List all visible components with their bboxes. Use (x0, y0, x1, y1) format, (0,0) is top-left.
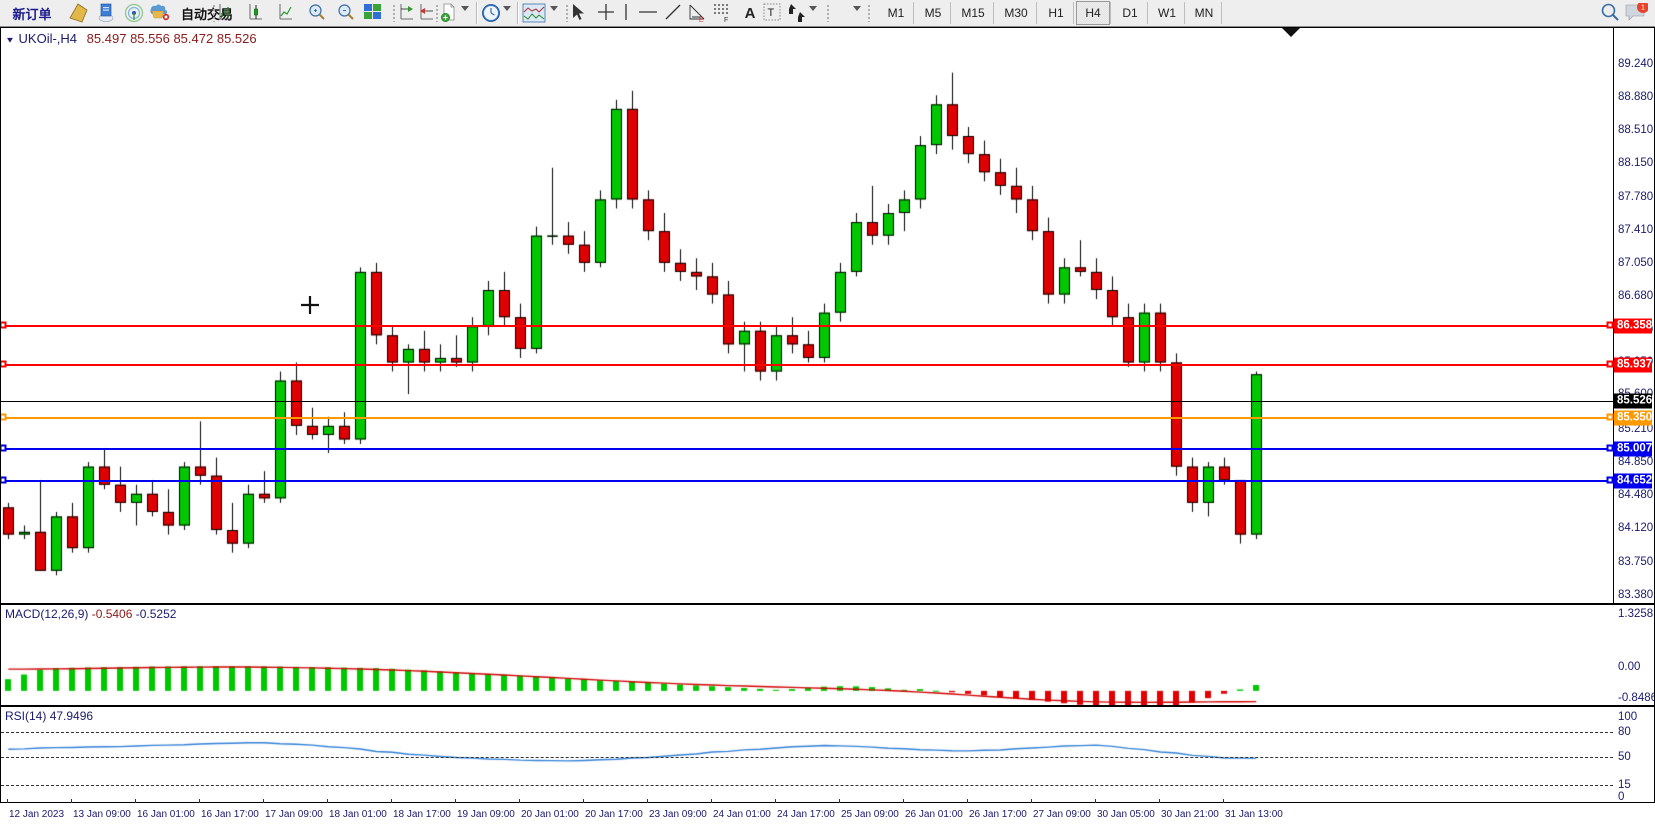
svg-text:F: F (724, 17, 728, 23)
svg-text:1: 1 (1641, 5, 1645, 12)
svg-text:E: E (699, 17, 704, 23)
svg-text:T: T (768, 7, 775, 19)
